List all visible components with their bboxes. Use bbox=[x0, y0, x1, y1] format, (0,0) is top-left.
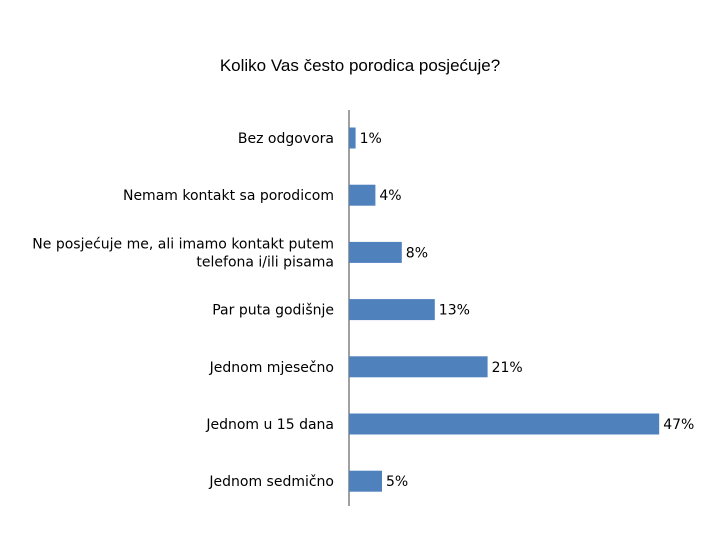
bar-6 bbox=[349, 413, 660, 435]
chart-title: Koliko Vas često porodica posjećuje? bbox=[219, 56, 501, 75]
bar-1 bbox=[349, 127, 356, 149]
category-label-2: Nemam kontakt sa porodicom bbox=[123, 188, 334, 204]
category-label-7: Jednom sedmično bbox=[208, 474, 334, 490]
data-label-4: 13% bbox=[439, 303, 470, 319]
category-label-5: Jednom mjesečno bbox=[209, 360, 334, 376]
data-label-1: 1% bbox=[360, 131, 382, 147]
data-label-6: 47% bbox=[663, 417, 694, 433]
category-label-1: Bez odgovora bbox=[238, 131, 334, 147]
bar-5 bbox=[349, 356, 488, 378]
bar-3 bbox=[349, 241, 402, 263]
bar-4 bbox=[349, 299, 435, 321]
bar-2 bbox=[349, 184, 376, 206]
bar-7 bbox=[349, 470, 382, 492]
data-label-2: 4% bbox=[379, 188, 401, 204]
category-label-4: Par puta godišnje bbox=[212, 303, 334, 319]
data-label-3: 8% bbox=[406, 245, 428, 261]
category-label-3: Ne posjećuje me, ali imamo kontakt putem… bbox=[32, 236, 334, 270]
data-label-7: 5% bbox=[386, 474, 408, 490]
category-label-6: Jednom u 15 dana bbox=[205, 417, 334, 433]
data-label-5: 21% bbox=[492, 360, 523, 376]
